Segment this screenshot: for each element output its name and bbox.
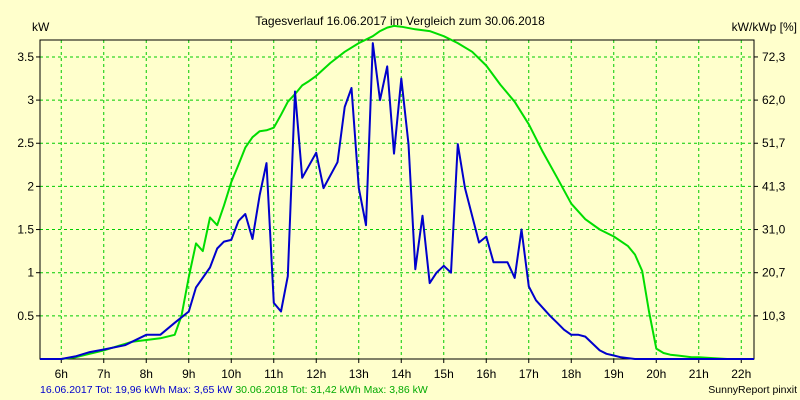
footer-series1-summary: 16.06.2017 Tot: 19,96 kWh Max: 3,65 kW — [40, 384, 233, 396]
x-tick-label: 15h — [434, 367, 454, 381]
grid-layer — [40, 40, 754, 359]
x-tick-label: 6h — [55, 367, 68, 381]
y-tick-label-right: 51,7 — [762, 136, 786, 150]
tick-layer: 6h 7h 8h 9h 10h 11h 12h 13h 14h 15h 16h 17h 18h 19h 20… — [17, 50, 785, 381]
x-tick-label: 21h — [689, 367, 709, 381]
footer-credit: SunnyReport pinxit — [708, 384, 797, 396]
x-tick-label: 14h — [391, 367, 411, 381]
x-tick-label: 22h — [731, 367, 751, 381]
x-tick-label: 9h — [182, 367, 195, 381]
y-tick-label-left: 0.5 — [17, 309, 34, 323]
y-tick-label-right: 41,3 — [762, 179, 786, 193]
x-tick-label: 17h — [519, 367, 539, 381]
y-tick-label-left: 1 — [27, 266, 34, 280]
y-tick-label-left: 1.5 — [17, 223, 34, 237]
plot-frame — [39, 39, 755, 360]
y-tick-label-right: 72,3 — [762, 50, 786, 64]
x-tick-label: 19h — [604, 367, 624, 381]
series-line-green — [40, 24, 754, 360]
x-tick-label: 16h — [476, 367, 496, 381]
x-tick-label: 11h — [264, 367, 283, 381]
footer-series2-summary: 30.06.2018 Tot: 31,42 kWh Max: 3,86 kW — [232, 384, 427, 396]
y-tick-label-left: 2.5 — [17, 136, 34, 150]
x-tick-label: 10h — [221, 367, 241, 381]
y-axis-label-left: kW — [32, 20, 50, 34]
x-tick-label: 12h — [306, 367, 326, 381]
chart-title: Tagesverlauf 16.06.2017 im Vergleich zum… — [255, 14, 545, 28]
y-tick-label-left: 3.5 — [17, 50, 34, 64]
y-axis-label-right: kW/kWp [%] — [732, 20, 797, 34]
x-tick-label: 18h — [561, 367, 581, 381]
y-tick-label-right: 31,0 — [762, 223, 786, 237]
x-tick-label: 20h — [646, 367, 666, 381]
series-line-blue — [40, 42, 754, 360]
series-layer — [40, 24, 754, 360]
y-tick-label-right: 62,0 — [762, 93, 786, 107]
y-tick-label-left: 3 — [27, 93, 34, 107]
footer-summary: 16.06.2017 Tot: 19,96 kWh Max: 3,65 kW 3… — [40, 384, 428, 396]
x-tick-label: 13h — [349, 367, 369, 381]
x-tick-label: 7h — [97, 367, 110, 381]
y-tick-label-right: 20,7 — [762, 266, 786, 280]
y-tick-label-left: 2 — [27, 179, 34, 193]
x-tick-label: 8h — [140, 367, 153, 381]
y-tick-label-right: 10,3 — [762, 309, 786, 323]
